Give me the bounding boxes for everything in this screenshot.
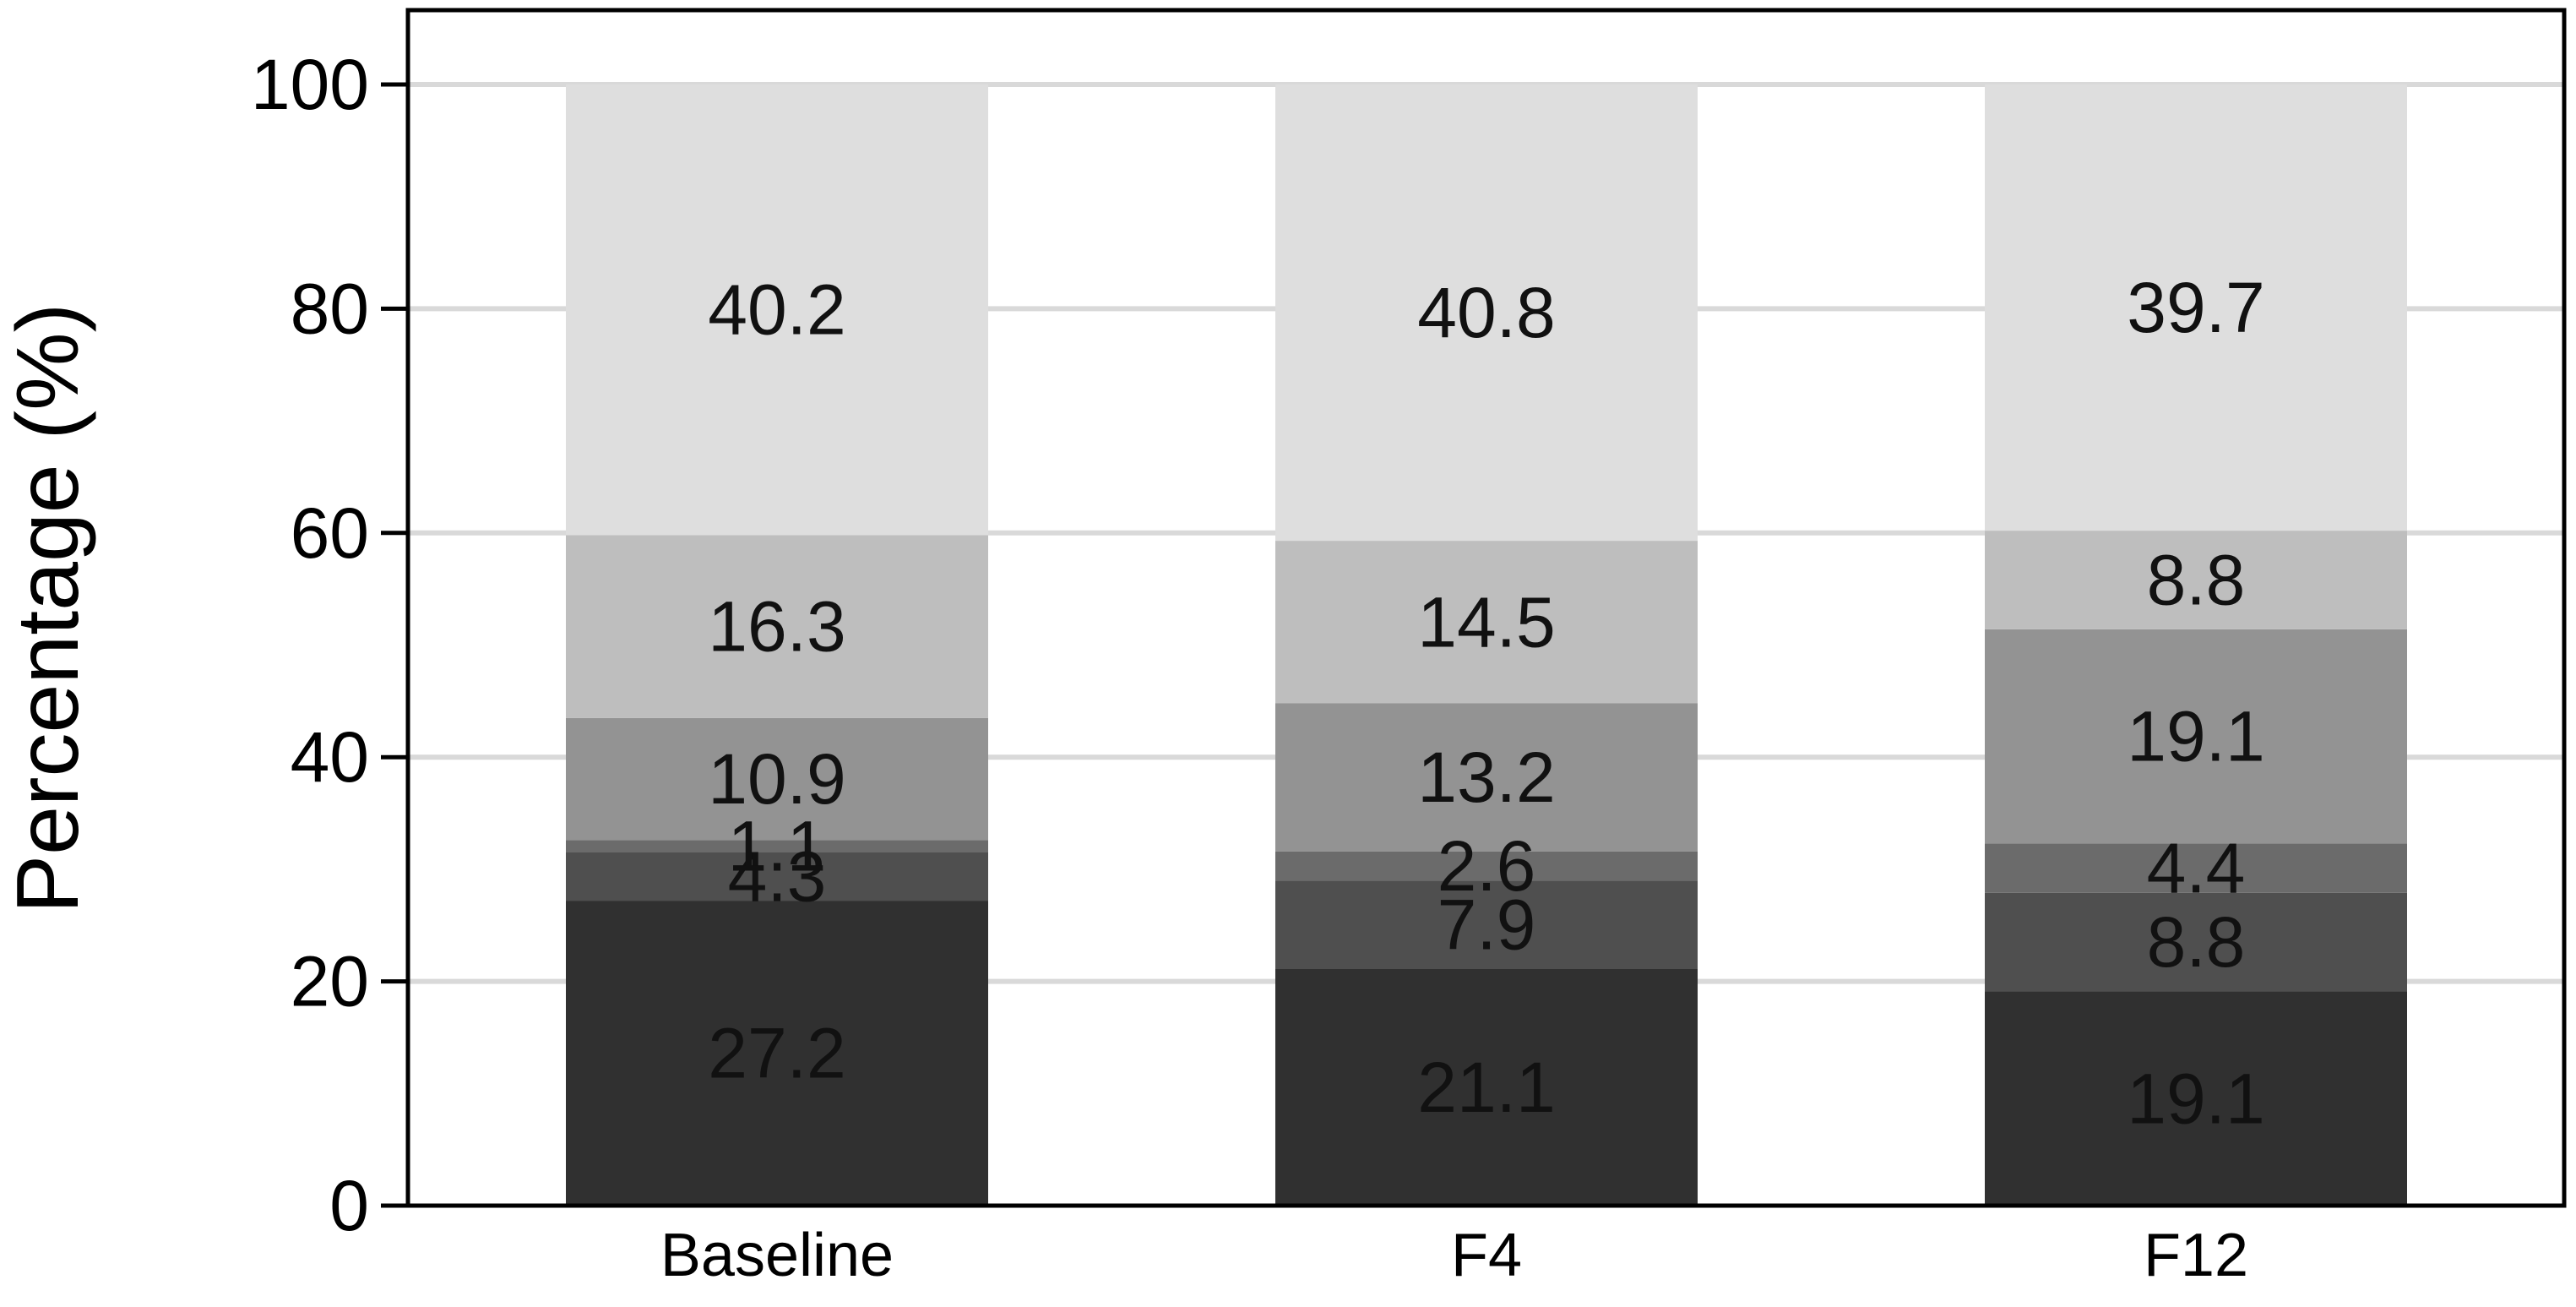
data-label: 4.3	[728, 837, 827, 917]
data-label: 7.9	[1437, 885, 1536, 965]
y-tick-label: 40	[291, 717, 369, 797]
bar-segment	[1275, 84, 1698, 542]
data-label: 21.1	[1417, 1048, 1556, 1127]
data-label: 2.6	[1437, 826, 1536, 906]
bar-segment	[1275, 969, 1698, 1206]
bar-segment	[566, 717, 988, 841]
data-label: 8.8	[2147, 541, 2246, 620]
bar-segment	[1985, 629, 2407, 844]
bar-segment	[1985, 531, 2407, 629]
data-label: 27.2	[708, 1014, 846, 1093]
data-label: 4.4	[2147, 829, 2246, 908]
bars	[566, 84, 2407, 1206]
bar-segment	[1275, 703, 1698, 852]
bar-segment	[1275, 880, 1698, 970]
y-tick-label: 0	[329, 1166, 369, 1245]
data-label: 13.2	[1417, 738, 1556, 817]
data-label: 39.7	[2127, 268, 2265, 347]
data-label: 16.3	[708, 587, 846, 667]
y-tick-label: 80	[291, 269, 369, 348]
bar-segment	[566, 840, 988, 852]
data-label: 40.2	[708, 270, 846, 350]
plot-frame	[405, 8, 2567, 1208]
bar-segment	[1985, 991, 2407, 1206]
data-label: 19.1	[2127, 697, 2265, 776]
bar-segment	[566, 901, 988, 1206]
bar-segment	[566, 852, 988, 901]
bar-segment	[1985, 843, 2407, 893]
y-axis-label: Percentage (%)	[0, 303, 97, 914]
x-tick-label: F4	[1451, 1222, 1522, 1289]
data-label: 8.8	[2147, 902, 2246, 982]
bar-segment	[566, 535, 988, 718]
y-tick-label: 60	[291, 493, 369, 573]
x-tick-label: Baseline	[660, 1222, 894, 1289]
data-labels: 27.2 4.31.110.9 16.3 40.2 21.1 7.92.6 13.2 14.5…	[708, 268, 2265, 1138]
data-label: 14.5	[1417, 582, 1556, 662]
data-label: 40.8	[1417, 273, 1556, 352]
bar-segment	[566, 84, 988, 536]
y-tick-label: 100	[251, 45, 369, 124]
axes: 0 20 40 60 80 100 Baseline F4 F12	[251, 8, 2567, 1289]
data-label: 19.1	[2127, 1059, 2265, 1138]
bar-segment	[1985, 892, 2407, 992]
data-label: 1.1	[728, 807, 827, 886]
bar-segment	[1275, 851, 1698, 881]
data-label: 10.9	[708, 739, 846, 819]
y-tick-label: 20	[291, 942, 369, 1021]
bar-segment	[1985, 84, 2407, 531]
bar-segment	[1275, 541, 1698, 704]
x-tick-label: F12	[2144, 1222, 2248, 1289]
